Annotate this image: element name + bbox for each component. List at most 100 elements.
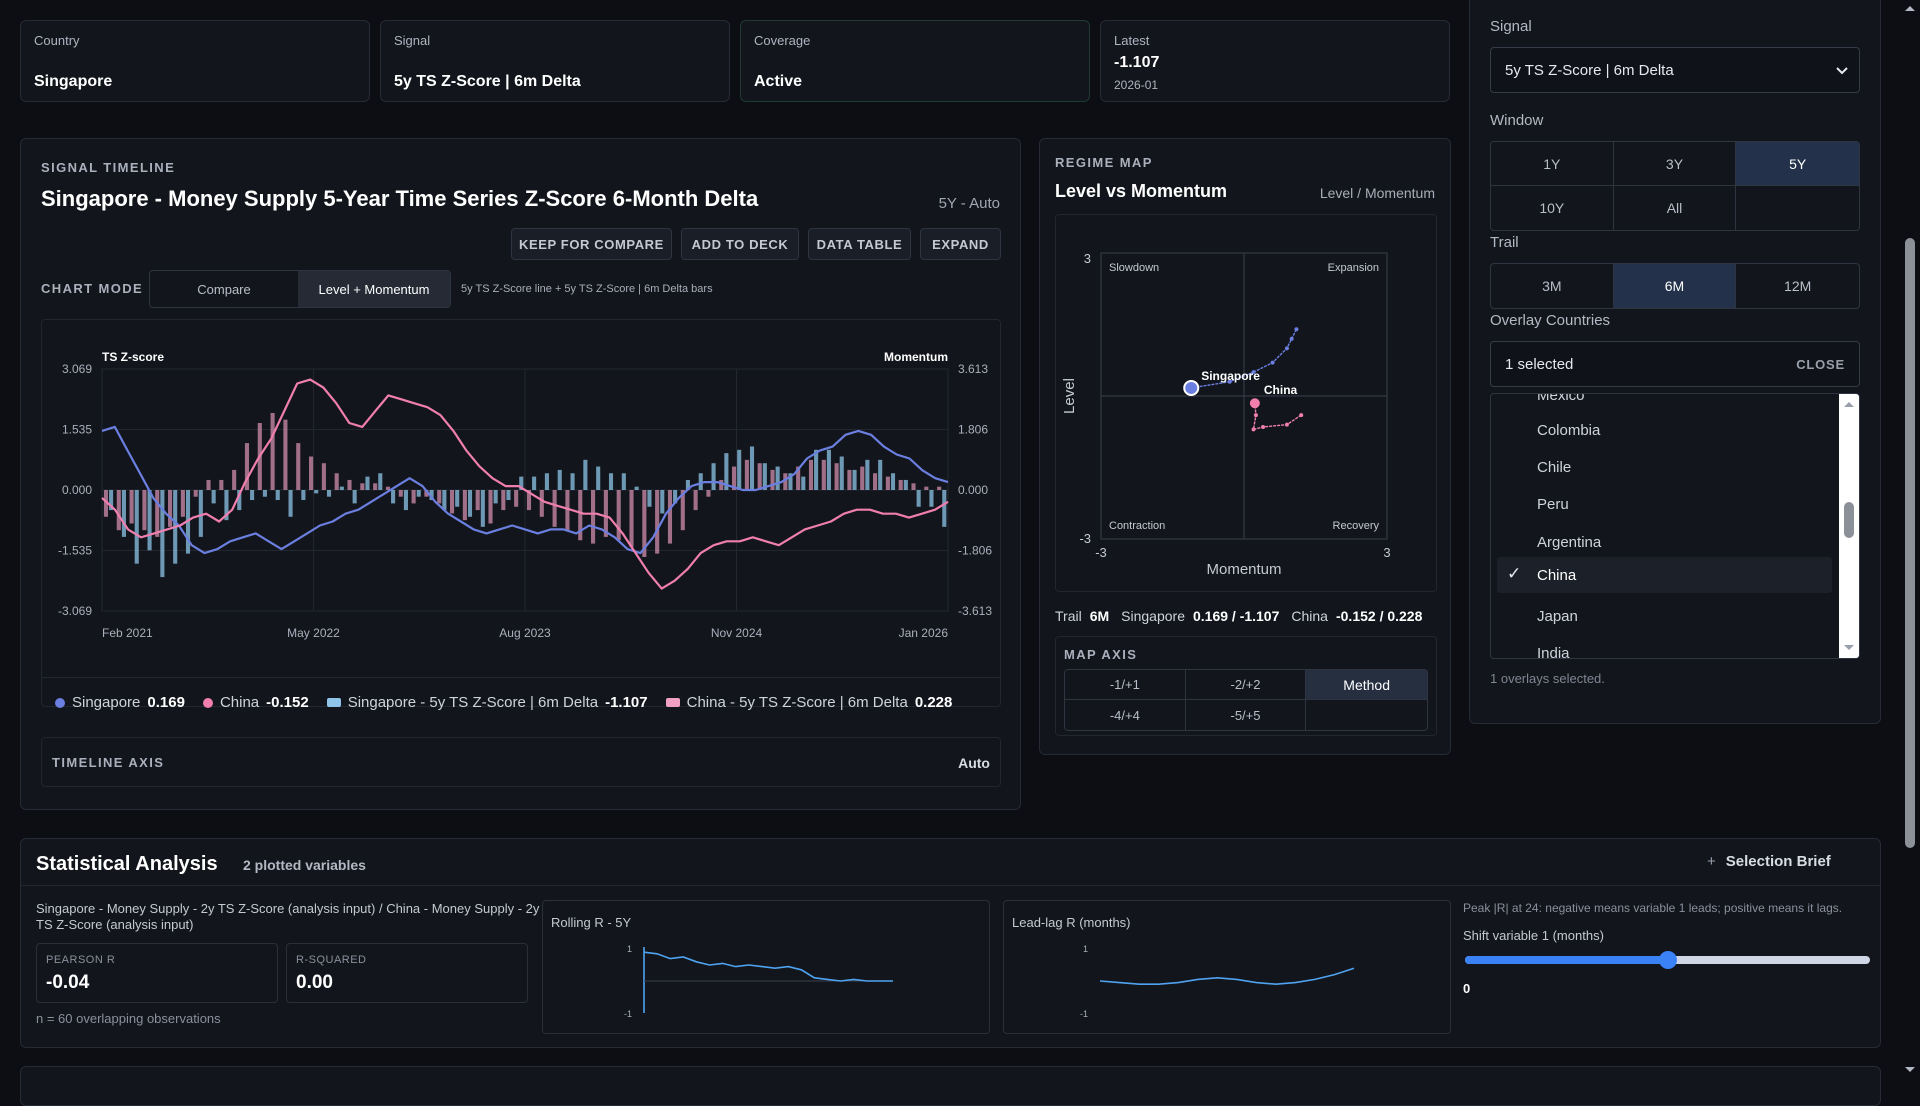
settings-sidebar: Signal 5y TS Z-Score | 6m Delta Window 1… bbox=[1469, 0, 1881, 724]
momentum-bar bbox=[347, 479, 352, 490]
expand-button[interactable]: EXPAND bbox=[920, 228, 1001, 260]
map-axis-option[interactable]: -1/+1 bbox=[1065, 670, 1186, 700]
momentum-bar bbox=[193, 490, 198, 497]
y-axis-title: Level bbox=[1061, 378, 1078, 414]
x-min-label: -3 bbox=[1095, 545, 1107, 560]
timeline-axis-row[interactable]: TIMELINE AXIS Auto bbox=[41, 737, 1001, 787]
map-axis-option-method[interactable]: Method bbox=[1306, 670, 1427, 700]
legend-item[interactable]: China - 5y TS Z-Score | 6m Delta 0.228 bbox=[665, 694, 952, 711]
shift-slider[interactable] bbox=[1465, 951, 1870, 969]
regime-chart-frame: Slowdown Expansion Contraction Recovery 3 -3-… bbox=[1055, 214, 1437, 592]
pearson-card: PEARSON R -0.04 bbox=[36, 943, 278, 1003]
scrollbar-thumb[interactable] bbox=[1844, 502, 1854, 538]
country-option[interactable]: India bbox=[1537, 644, 1570, 659]
country-option[interactable]: Peru bbox=[1537, 495, 1569, 513]
momentum-bar bbox=[942, 490, 947, 527]
trail-point bbox=[1261, 424, 1266, 429]
page-scrollbar[interactable] bbox=[1900, 0, 1920, 1080]
momentum-bar bbox=[373, 483, 378, 490]
keep-for-compare-button[interactable]: KEEP FOR COMPARE bbox=[511, 228, 672, 260]
window-all[interactable]: All bbox=[1614, 186, 1737, 230]
mode-compare[interactable]: Compare bbox=[197, 281, 251, 297]
momentum-bar bbox=[211, 490, 216, 504]
momentum-bar bbox=[437, 490, 442, 504]
country-tile: Country Singapore bbox=[20, 20, 370, 102]
legend-item[interactable]: China -0.152 bbox=[202, 694, 309, 711]
momentum-bar bbox=[462, 490, 467, 521]
list-scrollbar[interactable] bbox=[1839, 394, 1859, 658]
timeline-axis-label: TIMELINE AXIS bbox=[52, 755, 165, 770]
momentum-bar bbox=[116, 490, 121, 531]
momentum-bar bbox=[839, 456, 844, 490]
data-table-button[interactable]: DATA TABLE bbox=[808, 228, 911, 260]
rsquared-card: R-SQUARED 0.00 bbox=[286, 943, 528, 1003]
mode-level-momentum[interactable]: Level + Momentum bbox=[298, 271, 450, 307]
momentum-bar bbox=[621, 473, 626, 490]
legend-item[interactable]: Singapore 0.169 bbox=[55, 694, 185, 711]
rolling-r-chart: 1 -1 bbox=[624, 944, 893, 1019]
quadrant-label: Contraction bbox=[1109, 520, 1165, 532]
window-5y[interactable]: 5Y bbox=[1736, 142, 1859, 186]
chart-legend: Singapore 0.169 China -0.152 Singapore -… bbox=[41, 677, 1001, 727]
momentum-bar bbox=[603, 490, 608, 537]
observation-count: n = 60 overlapping observations bbox=[36, 1011, 221, 1026]
stat-line bbox=[643, 951, 893, 982]
momentum-bar bbox=[937, 486, 942, 490]
window-1y[interactable]: 1Y bbox=[1491, 142, 1614, 186]
x-tick-label: Nov 2024 bbox=[711, 626, 763, 640]
shift-label: Shift variable 1 (months) bbox=[1463, 928, 1604, 943]
overlay-select[interactable]: 1 selected CLOSE bbox=[1490, 341, 1860, 387]
scroll-down-icon[interactable] bbox=[1843, 644, 1855, 652]
trail-point bbox=[1289, 336, 1294, 341]
y2-tick-label: 0.000 bbox=[958, 483, 988, 497]
rsquared-label: R-SQUARED bbox=[296, 954, 367, 966]
latest-value: -1.107 bbox=[1114, 54, 1160, 71]
window-3y[interactable]: 3Y bbox=[1613, 142, 1737, 186]
momentum-bar bbox=[698, 473, 703, 490]
country-option[interactable]: Japan bbox=[1537, 607, 1578, 625]
y-tick-label: -3.069 bbox=[58, 604, 92, 618]
country-option-selected[interactable]: ✓ China bbox=[1497, 557, 1832, 593]
country-option[interactable]: Chile bbox=[1537, 458, 1572, 476]
next-panel bbox=[20, 1066, 1881, 1106]
country-option[interactable]: Mexico bbox=[1537, 393, 1585, 404]
scroll-down-icon[interactable] bbox=[1904, 1066, 1916, 1074]
regime-subtitle: Level / Momentum bbox=[1319, 185, 1435, 201]
tile-value: Active bbox=[754, 73, 803, 90]
scroll-up-icon[interactable] bbox=[1904, 4, 1916, 12]
country-option[interactable]: Argentina bbox=[1537, 533, 1602, 551]
trail-12m[interactable]: 12M bbox=[1784, 278, 1812, 294]
selection-brief-button[interactable]: + Selection Brief bbox=[1707, 853, 1831, 870]
momentum-bar bbox=[749, 446, 755, 490]
slider-thumb[interactable] bbox=[1658, 951, 1677, 969]
country-list[interactable]: Mexico Colombia Chile Peru Argentina ✓ C… bbox=[1490, 393, 1860, 659]
window-10y[interactable]: 10Y bbox=[1491, 186, 1614, 230]
signal-select[interactable]: 5y TS Z-Score | 6m Delta bbox=[1490, 47, 1860, 93]
momentum-bar bbox=[501, 490, 506, 511]
momentum-bar bbox=[121, 490, 126, 537]
overlay-close-button[interactable]: CLOSE bbox=[1796, 357, 1845, 372]
stats-title: Statistical Analysis bbox=[36, 853, 218, 875]
country-option[interactable]: Colombia bbox=[1537, 421, 1601, 439]
chart-mode-toggle: Compare Level + Momentum bbox=[149, 270, 451, 308]
overlay-selected-count: 1 selected bbox=[1505, 356, 1574, 373]
momentum-bar bbox=[168, 490, 173, 527]
timeline-axis-value: Auto bbox=[958, 755, 990, 771]
momentum-bar bbox=[821, 459, 826, 490]
signal-tile: Signal 5y TS Z-Score | 6m Delta bbox=[380, 20, 730, 102]
momentum-bar bbox=[262, 490, 267, 497]
map-axis-option[interactable]: -5/+5 bbox=[1186, 700, 1307, 730]
map-axis-label: MAP AXIS bbox=[1064, 647, 1138, 662]
legend-item[interactable]: Singapore - 5y TS Z-Score | 6m Delta -1.… bbox=[326, 694, 648, 711]
map-axis-option[interactable]: -2/+2 bbox=[1185, 670, 1307, 700]
range-label: 5Y - Auto bbox=[938, 195, 1000, 212]
page-scrollbar-thumb[interactable] bbox=[1905, 238, 1915, 848]
add-to-deck-button[interactable]: ADD TO DECK bbox=[681, 228, 799, 260]
momentum-bar bbox=[744, 459, 749, 490]
trail-3m[interactable]: 3M bbox=[1491, 264, 1614, 308]
tile-value: Singapore bbox=[34, 73, 113, 90]
map-axis-option[interactable]: -4/+4 bbox=[1065, 700, 1186, 730]
trail-6m[interactable]: 6M bbox=[1613, 264, 1737, 308]
summary-value: 0.169 / -1.107 bbox=[1192, 608, 1280, 624]
scroll-up-icon[interactable] bbox=[1843, 400, 1855, 408]
